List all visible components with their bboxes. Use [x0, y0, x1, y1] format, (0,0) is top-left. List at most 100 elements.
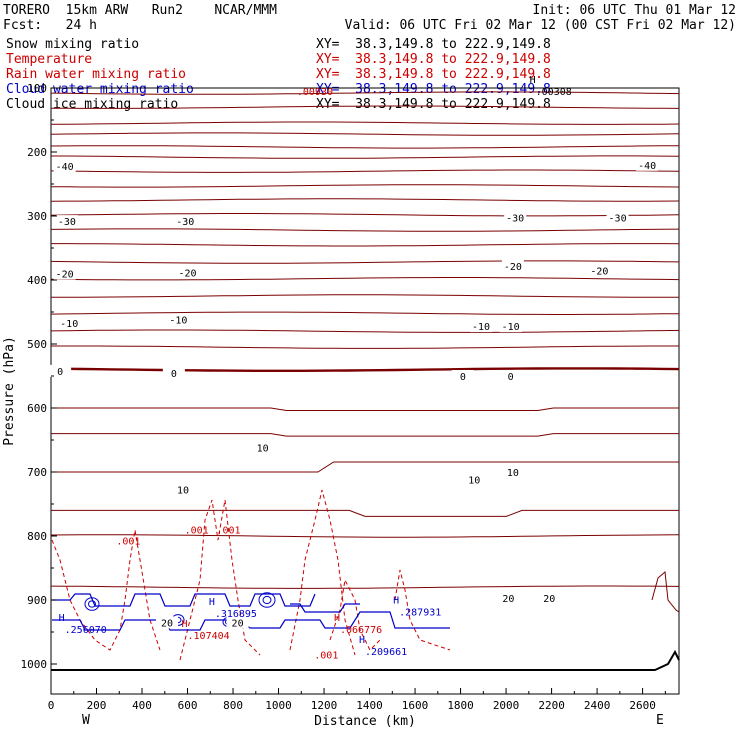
isotherm — [50, 132, 680, 136]
label-mask — [53, 267, 76, 280]
isotherm-label: 20 — [543, 594, 555, 605]
x-tick-label: 1000 — [265, 699, 292, 712]
east-label: E — [656, 713, 664, 728]
terrain-line — [51, 649, 680, 671]
isotherm — [51, 509, 679, 517]
isotherm — [51, 433, 679, 437]
x-tick-label: 2200 — [538, 699, 565, 712]
isotherm — [50, 169, 680, 173]
maximum-value: .287931 — [399, 608, 441, 619]
isotherm-label: -30 — [609, 213, 627, 224]
y-axis-label: Pressure (hPa) — [2, 336, 17, 446]
model-title: TORERO 15km ARW Run2 NCAR/MMM — [3, 3, 277, 18]
label-mask — [463, 473, 486, 486]
plot-frame — [50, 87, 680, 695]
label-mask — [49, 364, 72, 377]
y-axis: 100 200 300 400 500 600 700 800 900 1000 — [21, 82, 57, 671]
label-mask — [251, 441, 274, 454]
isotherm — [50, 277, 680, 281]
isotherm-label: 20 — [232, 618, 244, 629]
isotherm-label: -30 — [506, 213, 524, 224]
label-mask — [451, 370, 474, 382]
init-time: Init: 06 UTC Thu 01 Mar 12 — [533, 3, 737, 18]
legend-field-xy: XY= 38.3,149.8 to 222.9,149.8 — [316, 82, 551, 97]
isotherm-label: -30 — [58, 217, 76, 228]
isotherm — [50, 585, 680, 589]
y-tick-label: 900 — [27, 594, 47, 607]
isotherm-edge — [651, 571, 680, 613]
x-tick-label: 1200 — [311, 699, 338, 712]
x-tick-label: 800 — [223, 699, 243, 712]
label-mask — [167, 313, 190, 326]
maximum-marker: H — [530, 75, 536, 86]
isotherm — [50, 213, 680, 217]
label-mask — [588, 264, 611, 277]
isotherm — [50, 311, 680, 315]
label-mask — [176, 266, 199, 279]
maximum-value: .00308 — [536, 87, 572, 98]
maximum-value: .256070 — [65, 625, 107, 636]
isotherm-label: 10 — [468, 476, 480, 487]
contour-labels: -40 -40 -30 -30 -30 -30 -20 -20 -20 -20 -10 -10 -10 -… — [49, 75, 659, 661]
label-mask — [636, 158, 659, 171]
x-tick-label: 0 — [48, 699, 55, 712]
isotherm-label: 0 — [57, 367, 63, 378]
label-mask — [497, 592, 520, 605]
y-tick-label: 500 — [27, 338, 47, 351]
isotherm — [50, 367, 680, 372]
label-mask — [53, 160, 76, 173]
isotherm — [50, 534, 680, 538]
label-mask — [501, 466, 524, 478]
isotherm — [50, 121, 680, 125]
y-tick-label: 300 — [27, 210, 47, 223]
label-mask — [226, 616, 249, 629]
isotherm-label: 10 — [177, 485, 189, 496]
isotherm — [51, 407, 679, 411]
isotherm — [50, 228, 680, 232]
isotherm-label: 10 — [507, 468, 519, 479]
terrain-surface — [51, 649, 680, 671]
isotherm-label: -40 — [56, 162, 74, 173]
x-tick-label: 2400 — [584, 699, 611, 712]
label-mask — [171, 483, 194, 496]
rain-label: .001 — [216, 526, 240, 537]
x-tick-label: 2000 — [493, 699, 520, 712]
isotherm — [50, 105, 680, 109]
maximum-marker: H — [334, 613, 340, 624]
legend-field-label: Rain water mixing ratio — [6, 67, 186, 82]
cloud-water-cell — [258, 592, 276, 608]
label-mask — [470, 320, 493, 333]
legend-field-label: Temperature — [6, 52, 92, 67]
rain-contour — [289, 489, 356, 656]
legend-field-xy: XY= 38.3,149.8 to 222.9,149.8 — [316, 67, 551, 82]
isotherm — [50, 145, 680, 149]
x-axis-label: Distance (km) — [314, 714, 416, 729]
isotherm — [50, 329, 680, 333]
isotherm — [51, 345, 679, 349]
isotherm-label: 20 — [161, 618, 173, 629]
x-tick-label: 2600 — [629, 699, 656, 712]
rain-contour — [329, 578, 381, 651]
isotherm-label: 0 — [171, 369, 177, 380]
forecast-hour: Fcst: 24 h — [3, 18, 97, 33]
isotherm — [51, 155, 680, 159]
field-legend: Snow mixing ratio XY= 38.3,149.8 to 222.9… — [6, 37, 551, 112]
cloud-water-contour — [52, 593, 316, 607]
rain-label: .001 — [185, 526, 209, 537]
rain-label: .00930 — [297, 87, 333, 98]
isotherm — [50, 91, 680, 95]
cloud-water-cell — [84, 597, 100, 611]
cloud-water-contour — [290, 603, 360, 613]
isotherm-label: -10 — [60, 319, 78, 330]
valid-time: Valid: 06 UTC Fri 02 Mar 12 (00 CST Fri … — [345, 18, 736, 33]
label-mask — [55, 215, 78, 228]
y-tick-label: 600 — [27, 402, 47, 415]
x-axis: 0 200 400 600 800 1000 1200 1400 1600 1800 2000 220… — [48, 688, 666, 712]
rain-label: .001 — [314, 650, 338, 661]
isotherm-label: -20 — [178, 268, 196, 279]
label-mask — [499, 320, 522, 333]
x-tick-label: 1400 — [356, 699, 383, 712]
maximum-marker: H — [59, 613, 65, 624]
rain-contour — [179, 499, 261, 661]
